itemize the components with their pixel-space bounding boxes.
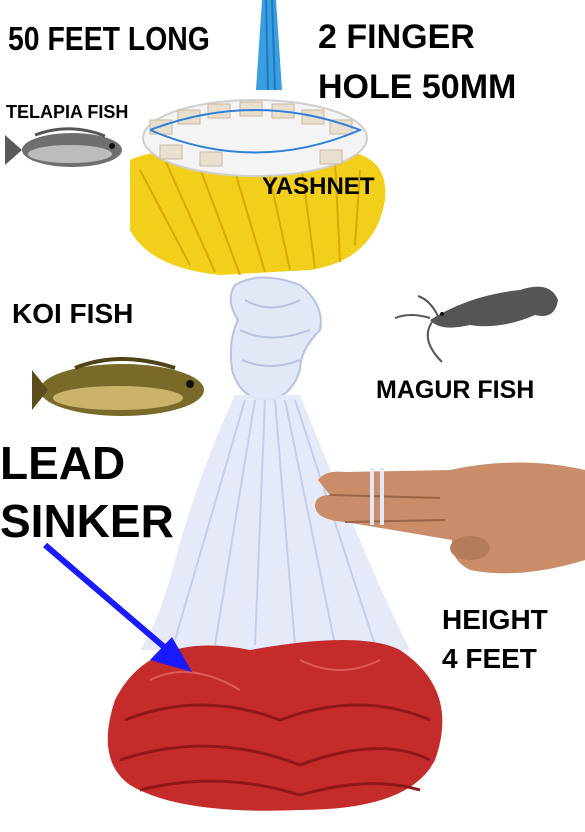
telapia-fish-image: [5, 127, 122, 167]
top-rope: [256, 0, 282, 91]
float-ring: [142, 99, 368, 177]
height-label-line1: HEIGHT: [442, 604, 548, 635]
yellow-net: [130, 150, 386, 276]
telapia-label: TELAPIA FISH: [6, 102, 129, 122]
length-label: 50 FEET LONG: [8, 20, 210, 57]
mesh-label-line2: HOLE 50MM: [318, 68, 517, 106]
lead-sinker-chain: [107, 640, 443, 811]
hand-image: [315, 462, 585, 574]
koi-fish-image: [32, 357, 204, 416]
magur-label: MAGUR FISH: [376, 376, 535, 404]
brand-label: YASHNET: [262, 173, 375, 200]
mesh-label-line1: 2 FINGER: [318, 18, 475, 56]
lead-label-line1: LEAD: [0, 437, 126, 489]
magur-fish-image: [394, 286, 558, 363]
koi-label: KOI FISH: [12, 298, 134, 329]
net-knot: [229, 276, 322, 402]
height-label-line2: 4 FEET: [442, 643, 537, 674]
lead-label-line2: SINKER: [0, 495, 174, 547]
white-mesh: [140, 395, 410, 650]
arrow-icon: [43, 542, 192, 672]
